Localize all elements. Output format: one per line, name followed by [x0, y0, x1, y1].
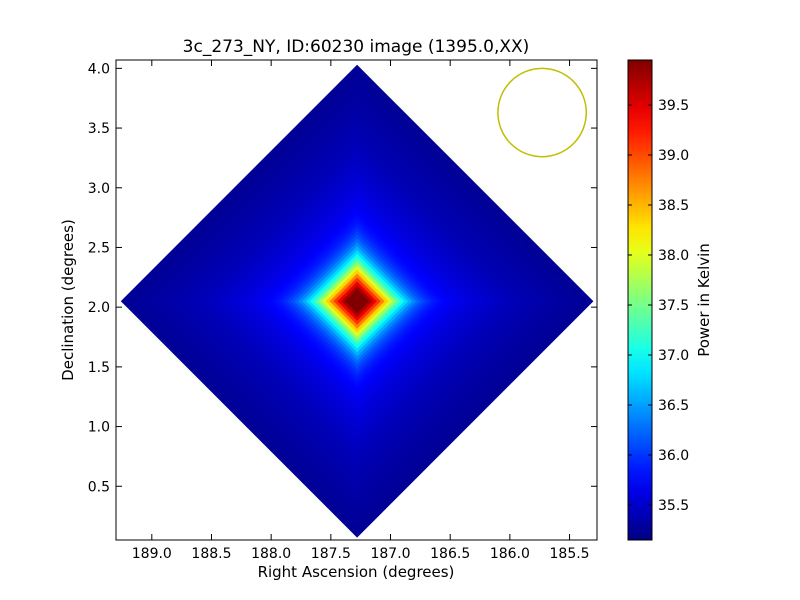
- x-tick-label: 186.5: [430, 546, 470, 562]
- y-tick-label: 4.0: [88, 61, 110, 77]
- y-tick-label: 1.5: [88, 360, 110, 376]
- plot-area: [115, 59, 598, 541]
- colorbar-ticks: 35.5 36.0 36.5 37.0 37.5 38.0 38.5 39.0 39.5: [628, 98, 689, 514]
- colorbar-tick-label: 35.5: [658, 498, 689, 514]
- colorbar-tick-label: 39.0: [658, 148, 689, 164]
- x-tick-label: 188.5: [191, 546, 231, 562]
- heatmap-contour-band: [353, 297, 362, 306]
- colorbar-tick-label: 39.5: [658, 98, 689, 114]
- y-axis: 0.5 1.0 1.5 2.0 2.5 3.0 3.5 4.0: [88, 61, 597, 495]
- y-tick-label: 3.0: [88, 181, 110, 197]
- y-tick-label: 2.5: [88, 240, 110, 256]
- colorbar-frame: [627, 59, 653, 541]
- beam-circle: [497, 67, 588, 158]
- colorbar-tick-label: 38.0: [658, 248, 689, 264]
- y-tick-label: 2.0: [88, 300, 110, 316]
- y-tick-label: 0.5: [88, 479, 110, 495]
- x-axis-label: Right Ascension (degrees): [258, 563, 455, 581]
- colorbar-tick-label: 37.5: [658, 298, 689, 314]
- axes-frame: [115, 59, 598, 541]
- colorbar-tick-label: 36.0: [658, 448, 689, 464]
- colorbar-label: Power in Kelvin: [695, 243, 713, 357]
- x-tick-label: 189.0: [132, 546, 172, 562]
- colorbar-tick-label: 36.5: [658, 398, 689, 414]
- heatmap-layer: [120, 64, 594, 538]
- colorbar: 35.5 36.0 36.5 37.0 37.5 38.0 38.5 39.0 39.5 Pow…: [627, 59, 713, 541]
- y-axis-label: Declination (degrees): [59, 219, 77, 381]
- x-axis: 189.0 188.5 188.0 187.5 187.0 186.5 186.0 185.5: [132, 60, 590, 562]
- colorbar-tick-label: 38.5: [658, 198, 689, 214]
- x-tick-label: 188.0: [251, 546, 291, 562]
- y-tick-label: 3.5: [88, 121, 110, 137]
- x-tick-label: 186.0: [490, 546, 530, 562]
- y-tick-label: 1.0: [88, 420, 110, 436]
- x-tick-label: 187.5: [311, 546, 351, 562]
- chart-title: 3c_273_NY, ID:60230 image (1395.0,XX): [183, 37, 530, 57]
- x-tick-label: 187.0: [370, 546, 410, 562]
- colorbar-tick-label: 37.0: [658, 348, 689, 364]
- colorbar-fill: [628, 60, 652, 540]
- x-tick-label: 185.5: [550, 546, 590, 562]
